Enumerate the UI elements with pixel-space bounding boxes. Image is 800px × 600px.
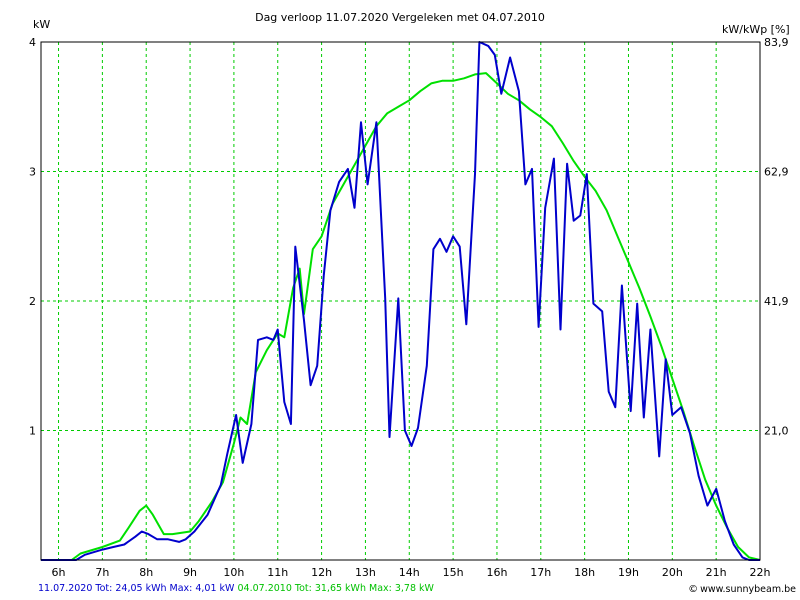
credit[interactable]: © www.sunnybeam.be bbox=[688, 584, 796, 595]
series-line-2010 bbox=[41, 72, 761, 561]
series-lines bbox=[41, 41, 761, 561]
x-tick-label: 22h bbox=[750, 566, 771, 579]
y-tick-label: 4 bbox=[29, 36, 36, 49]
x-tick-label: 9h bbox=[183, 566, 197, 579]
y2-tick-label: 41,9 bbox=[764, 295, 789, 308]
y2-tick-label: 21,0 bbox=[764, 425, 789, 438]
x-tick-label: 7h bbox=[95, 566, 109, 579]
x-tick-label: 21h bbox=[706, 566, 727, 579]
x-tick-label: 12h bbox=[311, 566, 332, 579]
copyright-icon: © bbox=[688, 584, 699, 595]
credit-text: www.sunnybeam.be bbox=[700, 584, 796, 595]
legend-entry-2010: 04.07.2010 Tot: 31,65 kWh Max: 3,78 kW bbox=[237, 583, 434, 594]
chart-title: Dag verloop 11.07.2020 Vergeleken met 04… bbox=[255, 11, 545, 24]
x-tick-label: 20h bbox=[662, 566, 683, 579]
y-axis-label: kW bbox=[33, 18, 50, 31]
y2-axis-label: kW/kWp [%] bbox=[722, 23, 790, 36]
y-tick-label: 3 bbox=[29, 166, 36, 179]
x-tick-label: 16h bbox=[486, 566, 507, 579]
y-tick-label: 1 bbox=[29, 425, 36, 438]
y2-tick-label: 83,9 bbox=[764, 36, 789, 49]
legend: 11.07.2020 Tot: 24,05 kWh Max: 4,01 kW 0… bbox=[38, 583, 434, 594]
x-tick-label: 19h bbox=[618, 566, 639, 579]
chart: Dag verloop 11.07.2020 Vergeleken met 04… bbox=[0, 0, 800, 580]
x-tick-label: 14h bbox=[399, 566, 420, 579]
y-tick-label: 2 bbox=[29, 295, 36, 308]
x-tick-label: 11h bbox=[267, 566, 288, 579]
x-tick-label: 17h bbox=[530, 566, 551, 579]
x-tick-label: 15h bbox=[443, 566, 464, 579]
x-tick-label: 18h bbox=[574, 566, 595, 579]
y2-tick-label: 62,9 bbox=[764, 166, 789, 179]
chart-background bbox=[0, 0, 800, 580]
series-line-2020 bbox=[41, 41, 760, 561]
tick-labels: 6h 7h 8h 9h 10h 11h 12h 13h 14h 15h 16h 17h 18h 19h 20… bbox=[29, 36, 789, 579]
x-tick-label: 10h bbox=[223, 566, 244, 579]
x-tick-label: 13h bbox=[355, 566, 376, 579]
x-tick-label: 6h bbox=[52, 566, 66, 579]
x-tick-label: 8h bbox=[139, 566, 153, 579]
plot-frame bbox=[40, 41, 761, 561]
legend-entry-2020: 11.07.2020 Tot: 24,05 kWh Max: 4,01 kW bbox=[38, 583, 235, 594]
